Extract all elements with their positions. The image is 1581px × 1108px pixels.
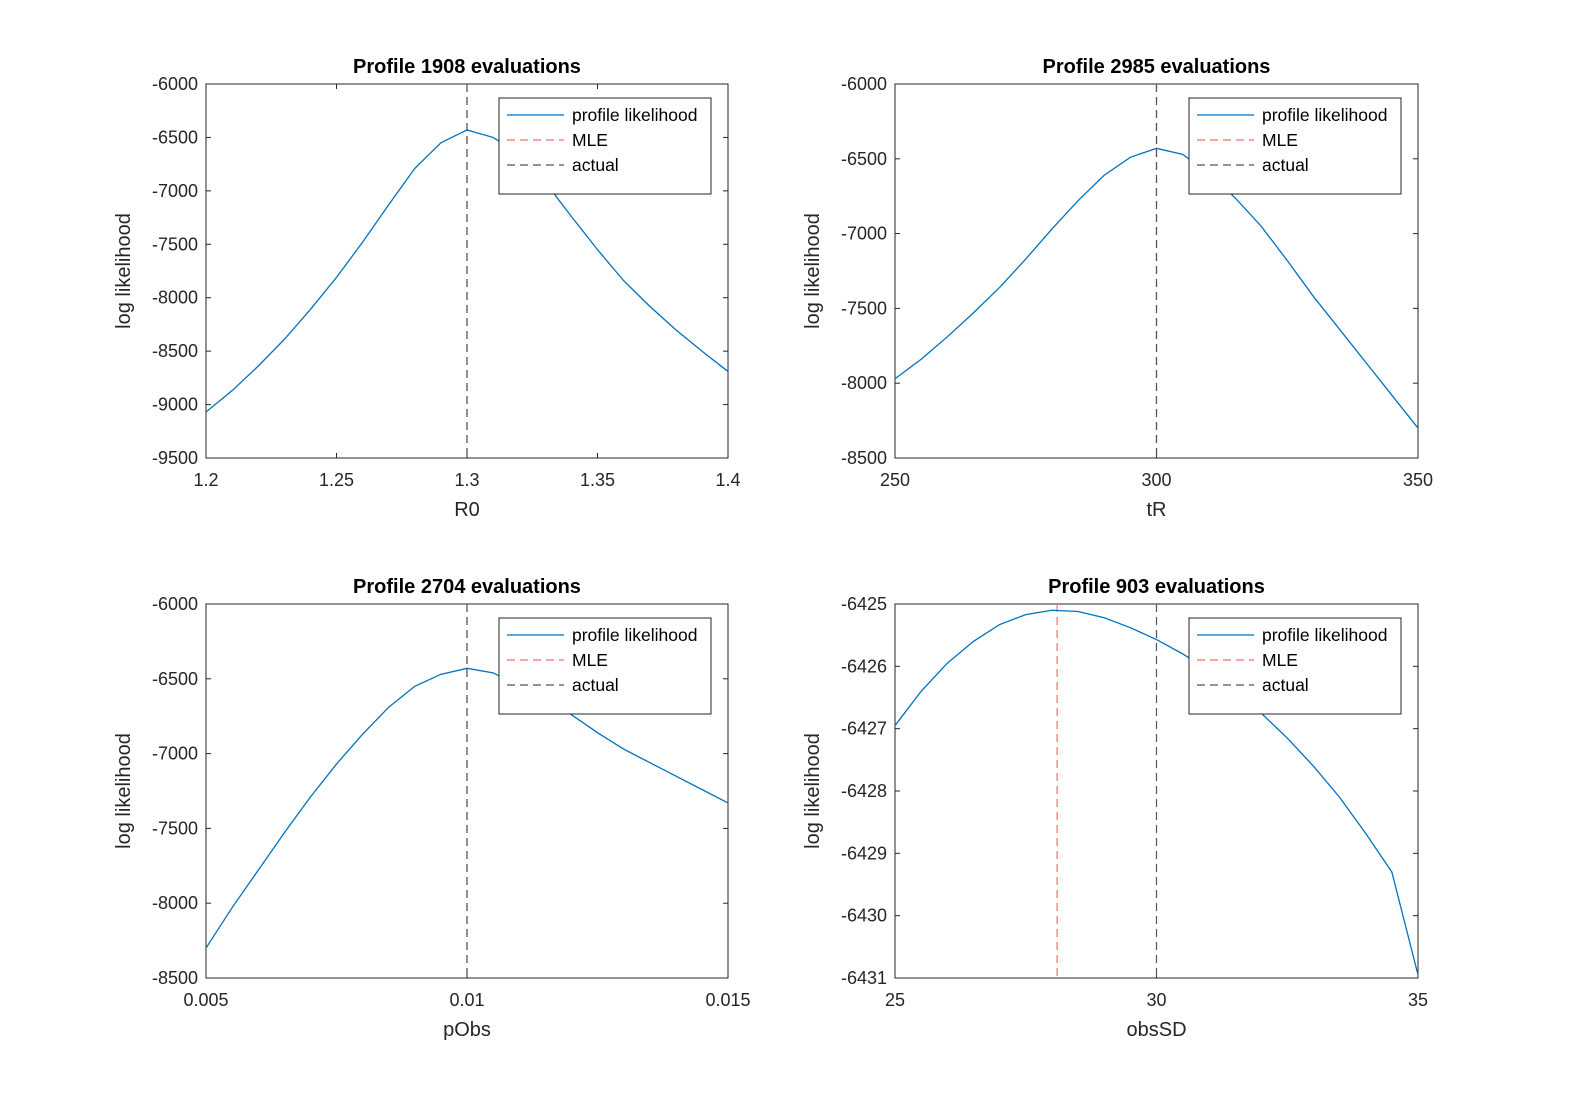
subplot-3: 0.005 0.01 0.015 -8500 -8000 -7500 -7000 -6500 -… [113,576,751,1041]
y-tick-label: -6000 [152,594,198,614]
y-tick-label: -8000 [152,893,198,913]
legend-entry: profile likelihood [1262,625,1388,645]
x-tick-label: 1.25 [319,470,354,490]
x-tick-label: 250 [880,470,910,490]
x-axis-label: tR [1147,499,1167,521]
y-tick-label: -9500 [152,448,198,468]
x-tick-label: 35 [1408,990,1428,1010]
legend-box [1188,617,1402,715]
x-tick-label: 350 [1403,470,1433,490]
y-axis-label: log likelihood [113,213,135,329]
legend-box [498,617,712,715]
x-axis-label: R0 [454,499,480,521]
y-tick-label: -6431 [841,968,887,988]
legend-entry: actual [572,155,619,175]
legend-entry: actual [1262,675,1309,695]
legend: profile likelihood MLE actual [498,97,712,195]
chart-title: Profile 2985 evaluations [1043,56,1271,78]
y-tick-label: -7500 [841,298,887,318]
y-axis-label: log likelihood [113,733,135,849]
legend-entry: actual [572,675,619,695]
y-tick-label: -8000 [841,373,887,393]
y-tick-label: -6425 [841,594,887,614]
y-tick-label: -7000 [152,181,198,201]
legend-entry: MLE [572,130,608,150]
legend-entry: profile likelihood [572,105,698,125]
y-tick-label: -6427 [841,719,887,739]
legend: profile likelihood MLE actual [498,617,712,715]
y-axis-label: log likelihood [802,213,824,329]
y-tick-label: -6428 [841,781,887,801]
subplot-2: 250 300 350 -8500 -8000 -7500 -7000 -6500 -6000 P… [802,56,1433,521]
x-axis-label: obsSD [1126,1019,1186,1041]
chart-title: Profile 2704 evaluations [353,576,581,598]
x-tick-label: 1.35 [580,470,615,490]
y-tick-label: -8500 [841,448,887,468]
y-tick-label: -7500 [152,818,198,838]
legend-entry: profile likelihood [572,625,698,645]
legend-box [1188,97,1402,195]
y-tick-label: -6000 [152,74,198,94]
y-axis-label: log likelihood [802,733,824,849]
y-tick-label: -6430 [841,906,887,926]
y-tick-label: -6500 [152,127,198,147]
chart-title: Profile 1908 evaluations [353,56,581,78]
legend-entry: actual [1262,155,1309,175]
legend-entry: MLE [1262,130,1298,150]
subplot-4: 25 30 35 -6431 -6430 -6429 -6428 -6427 -6426 -642… [802,576,1428,1041]
legend-entry: MLE [1262,650,1298,670]
y-tick-label: -6000 [841,74,887,94]
x-axis-label: pObs [443,1019,491,1041]
profile-likelihood-line [205,667,729,949]
x-tick-label: 1.4 [715,470,740,490]
subplot-1: 1.2 1.25 1.3 1.35 1.4 -9500 -9000 -8500 -8000 -75… [113,56,741,521]
y-tick-label: -6429 [841,843,887,863]
y-tick-label: -8500 [152,968,198,988]
chart-title: Profile 903 evaluations [1048,576,1265,598]
profile-likelihood-line [205,129,729,413]
y-tick-label: -6500 [152,669,198,689]
x-tick-label: 0.015 [705,990,750,1010]
y-tick-label: -8500 [152,341,198,361]
y-tick-label: -6500 [841,149,887,169]
profile-likelihood-line [894,609,1419,976]
y-tick-label: -7500 [152,234,198,254]
x-tick-label: 1.3 [454,470,479,490]
x-tick-label: 25 [885,990,905,1010]
y-tick-label: -7000 [152,744,198,764]
legend-entry: profile likelihood [1262,105,1388,125]
x-tick-label: 300 [1141,470,1171,490]
y-tick-label: -8000 [152,288,198,308]
legend-entry: MLE [572,650,608,670]
x-tick-label: 0.005 [183,990,228,1010]
legend-box [498,97,712,195]
x-tick-label: 1.2 [193,470,218,490]
y-tick-label: -6426 [841,656,887,676]
legend: profile likelihood MLE actual [1188,617,1402,715]
profile-likelihood-line [894,147,1419,429]
x-tick-label: 30 [1146,990,1166,1010]
x-tick-label: 0.01 [449,990,484,1010]
y-tick-label: -7000 [841,224,887,244]
y-tick-label: -9000 [152,395,198,415]
legend: profile likelihood MLE actual [1188,97,1402,195]
